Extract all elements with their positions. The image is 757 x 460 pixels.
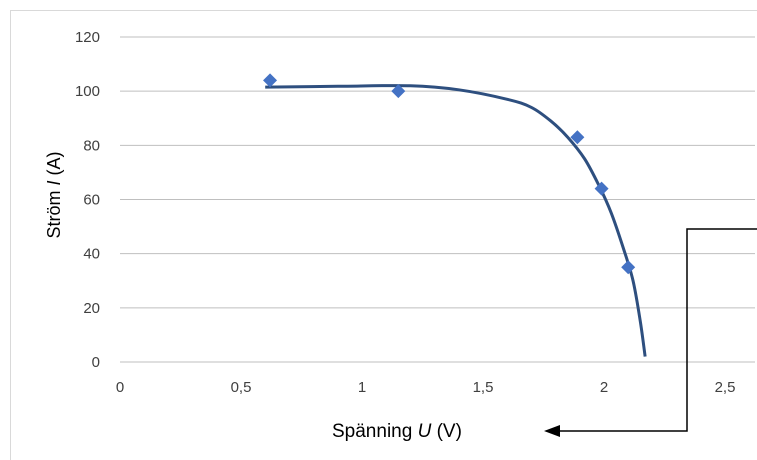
y-axis-title: Ström I (A): [44, 151, 64, 238]
y-tick-labels: 0 20 40 60 80 100 120: [75, 29, 100, 371]
y-tick-label: 100: [75, 83, 100, 100]
x-tick-label: 1,5: [473, 379, 494, 396]
y-tick-label: 20: [83, 300, 100, 317]
data-points: [263, 73, 636, 275]
chart-frame: [10, 10, 757, 460]
y-tick-label: 60: [83, 192, 100, 209]
gridlines: [120, 36, 755, 363]
chart: 0 20 40 60 80 100 120 0 0,5 1 1,5 2 2,5 Ström I (A)…: [44, 29, 757, 442]
x-tick-labels: 0 0,5 1 1,5 2 2,5: [116, 379, 736, 396]
data-point: [391, 84, 406, 99]
arrowhead-icon: [544, 425, 560, 437]
data-point: [263, 73, 278, 88]
x-tick-label: 1: [358, 379, 366, 396]
y-tick-label: 120: [75, 29, 100, 46]
x-axis-title: Spänning U (V): [332, 421, 462, 442]
x-tick-label: 2,5: [715, 379, 736, 396]
trendline: [265, 84, 647, 357]
x-tick-label: 0: [116, 379, 124, 396]
data-point: [570, 130, 585, 145]
x-tick-label: 2: [600, 379, 608, 396]
data-point: [594, 181, 609, 196]
y-tick-label: 0: [92, 354, 100, 371]
y-tick-label: 40: [83, 246, 100, 263]
annotation-connector: [560, 228, 757, 432]
x-tick-label: 0,5: [231, 379, 252, 396]
y-tick-label: 80: [83, 137, 100, 154]
data-point: [621, 260, 636, 275]
